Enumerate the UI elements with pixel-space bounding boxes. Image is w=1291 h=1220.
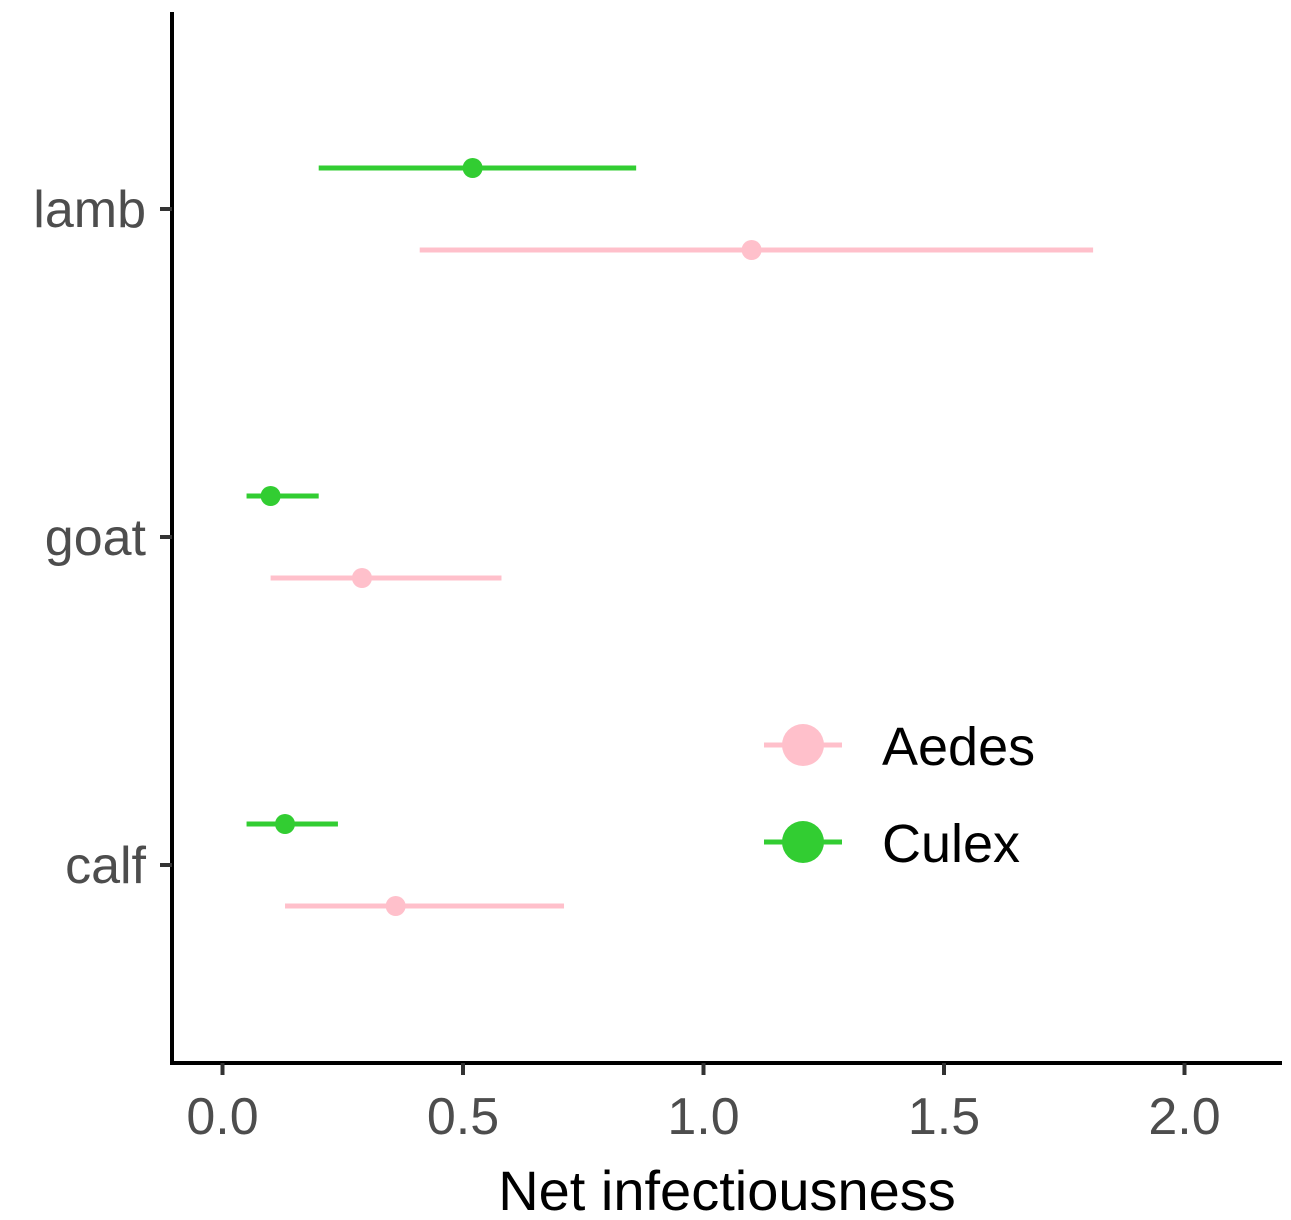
legend-label-aedes: Aedes <box>882 717 1035 777</box>
legend-key-point-culex <box>782 821 824 863</box>
x-axis-title: Net infectiousness <box>498 1159 956 1220</box>
y-tick-label-calf: calf <box>65 837 146 895</box>
x-tick-label-1: 0.5 <box>427 1088 499 1146</box>
aedes-calf-point <box>385 896 406 916</box>
culex-calf-point <box>275 814 296 834</box>
culex-lamb-point <box>462 158 483 178</box>
aedes-goat-point <box>351 568 372 588</box>
x-axis-ticks: 0.0 0.5 1.0 1.5 2.0 <box>186 1063 1221 1146</box>
y-tick-label-lamb: lamb <box>33 181 146 239</box>
legend: Aedes Culex <box>764 717 1035 874</box>
x-tick-label-3: 1.5 <box>908 1088 980 1146</box>
x-tick-label-4: 2.0 <box>1148 1088 1220 1146</box>
y-tick-label-goat: goat <box>45 509 147 567</box>
y-axis-ticks: lamb goat calf <box>33 181 172 895</box>
legend-label-culex: Culex <box>882 814 1020 874</box>
culex-goat-point <box>260 486 281 506</box>
x-tick-label-0: 0.0 <box>186 1088 258 1146</box>
x-tick-label-2: 1.0 <box>667 1088 739 1146</box>
data-marks <box>246 158 1094 916</box>
legend-key-point-aedes <box>782 724 824 766</box>
aedes-lamb-point <box>741 240 762 260</box>
